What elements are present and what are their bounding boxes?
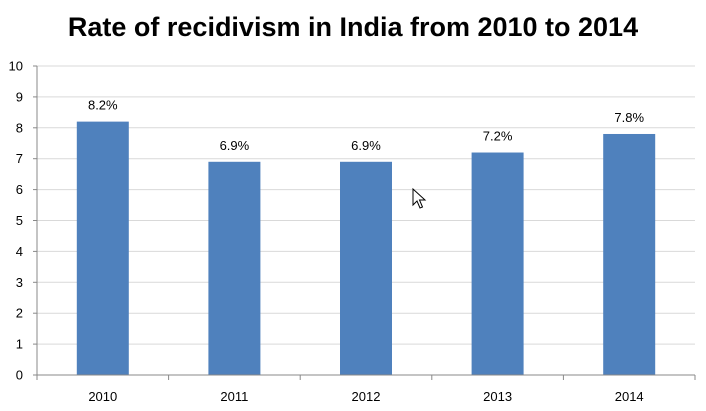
y-tick-label: 7 <box>16 151 23 166</box>
bar-2013 <box>471 152 524 375</box>
y-tick-label: 3 <box>16 275 23 290</box>
x-tick-label-2012: 2012 <box>352 389 381 404</box>
data-labels: 8.2% 6.9% 6.9% 7.2% 7.8% <box>88 98 644 153</box>
y-tick-label: 4 <box>16 244 23 259</box>
y-tick-label: 5 <box>16 213 23 228</box>
data-label-2013: 7.2% <box>483 129 513 144</box>
bar-2011 <box>208 161 261 375</box>
x-tick-label-2011: 2011 <box>220 389 248 404</box>
x-axis-ticks: 2010 2011 2012 2013 2014 <box>36 375 696 404</box>
x-tick-label-2014: 2014 <box>615 389 644 404</box>
data-label-2010: 8.2% <box>88 98 118 113</box>
mouse-cursor-icon <box>412 187 427 209</box>
y-tick-label: 8 <box>16 120 23 135</box>
y-axis-ticks: 0 1 2 3 4 5 6 7 8 9 10 <box>9 59 37 383</box>
data-label-2012: 6.9% <box>351 138 381 153</box>
y-tick-label: 0 <box>16 368 23 383</box>
bar-2010 <box>76 121 129 376</box>
x-tick-label-2013: 2013 <box>483 389 512 404</box>
bars <box>76 121 656 376</box>
x-tick-label-2010: 2010 <box>88 389 117 404</box>
bar-2012 <box>340 161 392 375</box>
y-tick-label: 2 <box>16 306 23 321</box>
y-tick-label: 6 <box>16 182 23 197</box>
bar-2014 <box>603 133 656 375</box>
y-tick-label: 1 <box>16 337 23 352</box>
y-tick-label: 10 <box>9 59 23 74</box>
data-label-2014: 7.8% <box>614 110 644 125</box>
data-label-2011: 6.9% <box>220 138 250 153</box>
chart-title: Rate of recidivism in India from 2010 to… <box>67 12 639 42</box>
y-tick-label: 9 <box>16 89 23 104</box>
